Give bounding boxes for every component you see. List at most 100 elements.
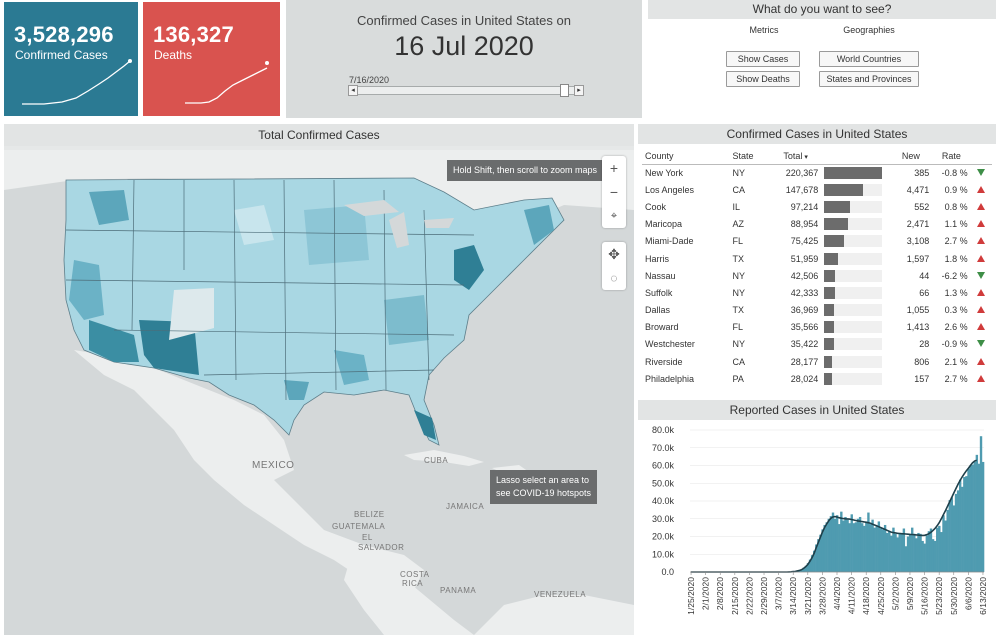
county-rate: 2.6 %	[944, 322, 968, 333]
metrics-heading: Metrics	[749, 25, 779, 35]
rate-column-header[interactable]: Rate	[932, 148, 971, 165]
x-tick-label: 1/25/2020	[686, 577, 696, 615]
daily-cases-bar	[886, 532, 889, 572]
world-countries-button[interactable]: World Countries	[819, 51, 919, 67]
county-new: 2,471	[906, 219, 930, 230]
x-tick-label: 2/15/2020	[730, 577, 740, 615]
x-tick-label: 3/21/2020	[803, 577, 813, 615]
county-name: Philadelphia	[645, 373, 695, 384]
total-column-header[interactable]: Total ▾	[770, 148, 822, 165]
daily-cases-bar	[831, 512, 835, 572]
lasso-icon[interactable]: ◌	[610, 271, 618, 285]
confirmed-cases-tile[interactable]: 3,528,296 Confirmed Cases	[4, 2, 138, 116]
plus-icon[interactable]: +	[609, 160, 619, 176]
deaths-tile[interactable]: 136,327 Deaths	[143, 2, 280, 116]
minus-icon[interactable]: −	[609, 184, 619, 200]
county-total-bar-fill	[824, 218, 848, 231]
map-label-costa-rica-2: RICA	[402, 579, 424, 588]
x-tick-label: 4/25/2020	[876, 577, 886, 615]
county-row[interactable]: New York NY 220,367 385 -0.8 %	[642, 164, 992, 181]
county-row[interactable]: Philadelphia PA 28,024 157 2.7 %	[642, 370, 992, 387]
county-row[interactable]: Miami-Dade FL 75,425 3,108 2.7 %	[642, 233, 992, 250]
trend-down-icon	[977, 340, 986, 348]
daily-cases-bar	[829, 516, 833, 572]
county-row[interactable]: Suffolk NY 42,333 66 1.3 %	[642, 284, 992, 301]
county-name: Dallas	[645, 305, 671, 316]
county-total: 42,333	[790, 287, 819, 298]
county-new: 3,108	[906, 236, 930, 247]
county-row[interactable]: Los Angeles CA 147,678 4,471 0.9 %	[642, 181, 992, 198]
daily-cases-bar	[900, 532, 903, 572]
county-name: Miami-Dade	[645, 236, 694, 247]
county-row[interactable]: Riverside CA 28,177 806 2.1 %	[642, 353, 992, 370]
total-column-label: Total	[783, 150, 803, 161]
daily-cases-bar	[869, 524, 872, 572]
county-table-title: Confirmed Cases in United States	[638, 124, 996, 144]
county-total: 220,367	[785, 167, 819, 178]
county-total-bar	[821, 284, 889, 301]
target-icon[interactable]: ⌖	[610, 210, 618, 222]
x-tick-label: 4/11/2020	[847, 577, 857, 614]
daily-cases-bar	[946, 509, 949, 573]
daily-cases-bar	[825, 522, 828, 572]
daily-cases-bar	[852, 523, 856, 572]
county-row[interactable]: Cook IL 97,214 552 0.8 %	[642, 198, 992, 215]
county-total-bar-fill	[824, 304, 834, 317]
county-row[interactable]: Nassau NY 42,506 44 -6.2 %	[642, 267, 992, 284]
slider-date-label: 7/16/2020	[349, 75, 390, 85]
daily-cases-bar	[867, 512, 870, 572]
slider-left-arrow-icon[interactable]: ◂	[348, 85, 358, 96]
county-total-bar	[821, 198, 889, 215]
trend-up-icon	[977, 306, 986, 314]
map-title: Total Confirmed Cases	[4, 124, 634, 146]
state-column-header[interactable]: State	[729, 148, 771, 165]
y-tick-label: 60.0k	[652, 461, 675, 471]
daily-cases-bar	[804, 565, 808, 572]
date-slider-track[interactable]	[348, 86, 584, 95]
daily-cases-bar	[944, 520, 947, 572]
daily-cases-bar	[817, 539, 820, 572]
reported-cases-chart[interactable]: 0.0 10.0k 20.0k 30.0k 40.0k 50.0k 60.0k 70.0k 80…	[638, 420, 996, 635]
county-trend	[971, 250, 992, 267]
map-label-el-salvador-1: EL	[362, 533, 373, 542]
daily-cases-bar	[823, 524, 826, 572]
county-row[interactable]: Harris TX 51,959 1,597 1.8 %	[642, 250, 992, 267]
county-rate: 2.1 %	[944, 356, 968, 367]
county-state: AZ	[732, 219, 745, 230]
county-trend	[971, 216, 992, 233]
county-row[interactable]: Broward FL 35,566 1,413 2.6 %	[642, 319, 992, 336]
county-column-header[interactable]: County	[642, 148, 730, 165]
county-row[interactable]: Westchester NY 35,422 28 -0.9 %	[642, 336, 992, 353]
county-new: 385	[914, 167, 930, 178]
slider-right-arrow-icon[interactable]: ▸	[574, 85, 584, 96]
daily-cases-bar	[952, 505, 956, 572]
show-deaths-button[interactable]: Show Deaths	[726, 71, 800, 87]
county-rate: 2.7 %	[944, 236, 968, 247]
county-total: 97,214	[790, 201, 819, 212]
daily-cases-bar	[846, 519, 849, 572]
county-row[interactable]: Dallas TX 36,969 1,055 0.3 %	[642, 302, 992, 319]
date-slider-thumb[interactable]	[559, 84, 569, 97]
x-tick-label: 3/14/2020	[788, 577, 798, 615]
county-state: NY	[732, 270, 746, 281]
county-total: 147,678	[785, 184, 819, 195]
deaths-sparkline	[185, 61, 269, 104]
trend-up-icon	[977, 357, 986, 365]
county-total-bar-fill	[824, 269, 836, 282]
county-new: 66	[919, 287, 930, 298]
county-row[interactable]: Maricopa AZ 88,954 2,471 1.1 %	[642, 216, 992, 233]
county-total-bar-fill	[824, 200, 850, 213]
new-column-header[interactable]: New	[889, 148, 933, 165]
county-total-bar-fill	[824, 252, 838, 265]
county-name: Los Angeles	[645, 184, 695, 195]
move-icon[interactable]: ✥	[608, 246, 620, 262]
show-cases-button[interactable]: Show Cases	[726, 51, 800, 67]
cases-map[interactable]: MEXICO CUBA JAMAICA BELIZE GUATEMALA EL …	[4, 150, 634, 635]
county-total-bar	[821, 250, 889, 267]
states-provinces-button[interactable]: States and Provinces	[819, 71, 919, 87]
trend-up-icon	[977, 185, 986, 193]
trend-down-icon	[977, 168, 986, 176]
daily-cases-bar	[908, 533, 912, 572]
y-tick-label: 0.0	[661, 567, 674, 577]
county-new: 28	[919, 339, 930, 350]
